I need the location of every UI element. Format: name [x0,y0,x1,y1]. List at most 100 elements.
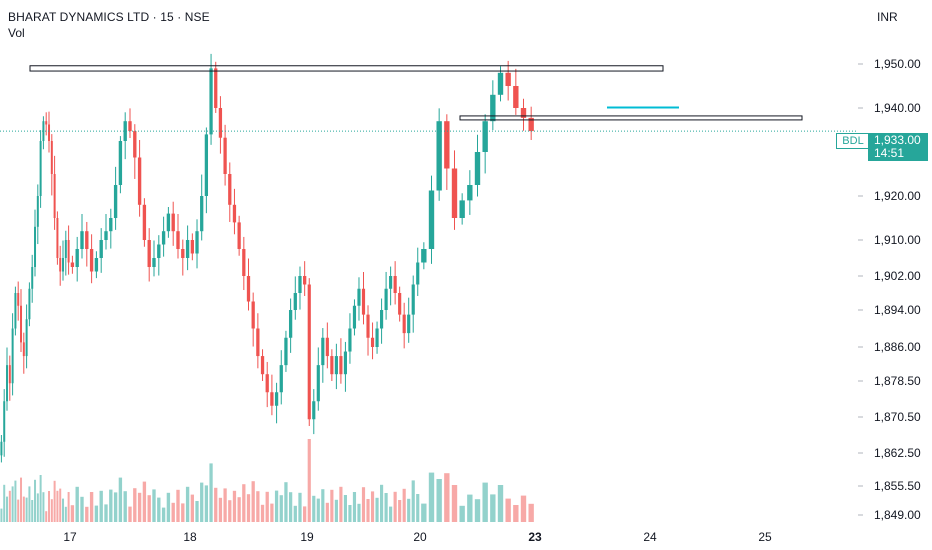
volume-bar [133,488,137,522]
volume-bar [218,497,223,522]
candle-body [348,328,352,352]
volume-bar [53,480,56,522]
volume-bar [6,496,9,522]
volume-bar [157,497,161,522]
volume-bar [118,477,123,522]
candle-body [34,226,37,267]
candle-body [316,365,320,402]
volume-bar [80,496,84,522]
volume-bar [39,475,42,522]
candle-body [288,310,293,338]
candle-body [339,356,343,375]
volume-bar [260,504,265,522]
volume-bar [8,490,11,522]
volume-bar [321,489,325,522]
volume-bar [64,506,67,522]
volume-bar [467,494,473,522]
volume-bar [528,503,534,522]
candle-body [94,258,99,272]
candle-body [214,68,218,108]
volume-bar [62,498,65,522]
volume-bar [505,498,511,522]
volume-bar [137,492,142,522]
volume-bar [398,500,402,522]
volume-bar [204,485,209,522]
candle-body [361,288,366,315]
volume-bar [389,506,393,522]
volume-bar [34,479,37,522]
candle-body [14,293,17,329]
volume-bar [147,495,151,522]
candle-body [204,134,209,196]
zone-box [29,65,664,72]
volume-bar [28,486,31,522]
volume-bar [407,498,411,522]
candle-body [482,121,488,152]
candle-body [104,231,108,240]
candle-body [42,121,45,141]
zone-box [459,115,803,121]
volume-bar [36,493,39,522]
bar-countdown: 14:51 [874,146,905,160]
candle-body [490,94,496,122]
candle-body [321,337,325,366]
volume-bar [436,479,442,522]
volume-bar [171,502,175,522]
volume-bar [195,501,199,522]
volume-indicator-label[interactable]: Vol [8,26,25,40]
volume-bar [312,495,316,522]
volume-bar [113,492,118,522]
x-tick-label: 23 [528,530,542,544]
volume-bar [11,486,14,522]
candle-body [298,276,302,293]
candle-body [75,249,79,267]
candle-body [497,72,504,95]
candle-body [467,185,473,201]
volume-bar [316,498,320,522]
candle-body [251,301,255,329]
candle-body [303,276,307,285]
volume-bar [520,495,527,522]
candle-body [195,231,199,254]
volume-bar [89,492,94,522]
candle-body [176,231,180,249]
candle-body [6,365,9,402]
volume-bar [402,488,406,522]
volume-bar [45,511,48,522]
volume-bar [75,486,79,522]
candle-body [56,218,59,258]
volume-bar [352,492,357,522]
volume-bar [330,489,334,522]
volume-bar [25,497,28,522]
candle-body [209,68,213,135]
volume-bar [14,480,17,522]
candle-body [312,401,316,420]
volume-bar [48,491,51,522]
volume-bar [94,505,99,522]
candle-body [330,356,334,375]
candle-body [50,141,53,174]
y-tick-label: 1,886.00 [874,340,921,354]
candle-body [99,240,103,258]
candle-body [53,174,56,218]
y-tick-label: 1,920.00 [874,189,921,203]
volume-bar [293,505,297,522]
candle-body [505,72,511,86]
volume-bar [451,485,458,522]
volume-bar [232,490,237,522]
volume-bar [325,502,329,522]
volume-bar [56,490,59,522]
candle-body [36,196,39,227]
candle-body [343,351,348,375]
y-tick-label: 1,940.00 [874,101,921,115]
volume-bar [50,499,53,522]
candle-body [64,240,67,258]
volume-bar [298,492,302,522]
candle-body [137,157,142,205]
volume-bar [242,484,246,522]
candle-body [366,314,370,338]
volume-bar [70,505,75,522]
candle-body [370,337,375,347]
volume-bar [190,494,194,522]
